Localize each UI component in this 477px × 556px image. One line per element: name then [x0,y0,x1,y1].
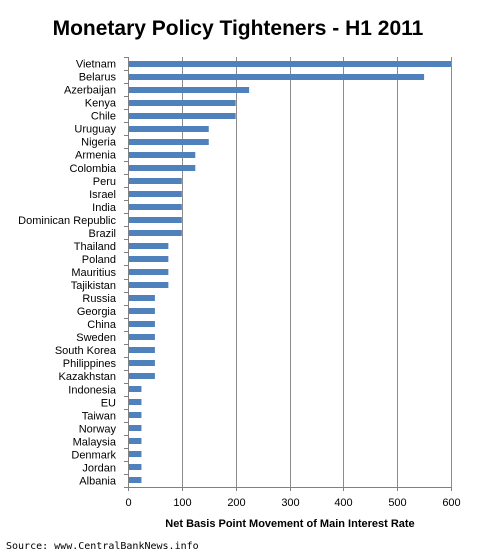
category-label: Poland [82,254,116,266]
bar [129,282,169,288]
bar [129,139,209,145]
bar [129,412,142,418]
bar [129,230,182,236]
bar [129,425,142,431]
category-label: Taiwan [82,410,116,422]
bar [129,217,182,223]
x-tick-label: 200 [227,497,245,509]
category-label: Israel [89,189,116,201]
category-label: Norway [79,423,117,435]
category-labels: VietnamBelarusAzerbaijanKenyaChileUrugua… [18,59,117,488]
bar [129,464,142,470]
category-label: EU [101,397,116,409]
bar [129,204,182,210]
x-tick-labels: 0 100 200 300 400 500 600 [125,497,460,509]
category-label: China [87,319,117,331]
category-label: Armenia [75,150,117,162]
bar [129,126,209,132]
category-label: India [92,202,117,214]
bar [129,152,196,158]
bar [129,74,425,80]
bar [129,334,155,340]
bar [129,100,236,106]
category-label: Mauritius [71,267,116,279]
category-label: Philippines [63,358,117,370]
category-label: Dominican Republic [18,215,116,227]
bar [129,256,169,262]
x-tick-label: 0 [125,497,131,509]
bar [129,295,155,301]
category-label: Uruguay [74,124,116,136]
bar [129,165,196,171]
bar [129,321,155,327]
bar [129,269,169,275]
category-label: Belarus [79,72,117,84]
category-label: Colombia [70,163,117,175]
x-tick-label: 100 [173,497,191,509]
category-label: Albania [79,475,117,487]
bars [129,61,451,483]
x-tick-label: 300 [281,497,299,509]
bar [129,386,142,392]
category-label: South Korea [55,345,117,357]
axes [124,57,452,491]
x-tick-label: 600 [442,497,460,509]
category-label: Thailand [74,241,116,253]
bar [129,61,451,67]
bar [129,178,182,184]
category-label: Sweden [76,332,116,344]
category-label: Tajikistan [71,280,116,292]
bar [129,243,169,249]
bar [129,347,155,353]
category-label: Vietnam [76,59,116,71]
source-note: Source: www.CentralBankNews.info [6,541,199,552]
category-label: Brazil [88,228,116,240]
bar [129,438,142,444]
gridlines [182,57,452,487]
bar [129,113,236,119]
category-label: Jordan [82,462,116,474]
category-label: Indonesia [68,384,117,396]
bar [129,399,142,405]
category-label: Russia [82,293,117,305]
category-label: Kenya [85,98,117,110]
category-label: Malaysia [73,436,117,448]
category-label: Azerbaijan [64,85,116,97]
bar [129,87,250,93]
category-label: Georgia [77,306,117,318]
category-label: Nigeria [81,137,117,149]
category-label: Peru [93,176,116,188]
bar [129,451,142,457]
category-label: Chile [91,111,116,123]
category-label: Kazakhstan [59,371,116,383]
chart-title: Monetary Policy Tighteners - H1 2011 [53,17,424,40]
bar [129,373,155,379]
x-tick-label: 400 [334,497,352,509]
category-label: Denmark [71,449,116,461]
bar [129,477,142,483]
bar [129,191,182,197]
bar [129,308,155,314]
x-axis-label: Net Basis Point Movement of Main Interes… [165,518,414,530]
bar [129,360,155,366]
x-tick-label: 500 [388,497,406,509]
